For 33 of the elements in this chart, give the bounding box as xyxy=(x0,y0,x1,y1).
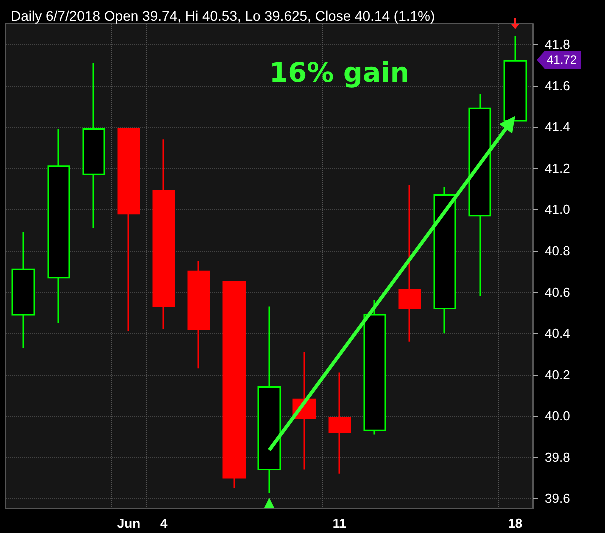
x-tick-label: 18 xyxy=(508,516,523,531)
x-tick-label: Jun xyxy=(117,516,141,531)
y-tick-label: 41.0 xyxy=(545,202,570,218)
y-tick-label: 39.8 xyxy=(545,450,570,465)
y-tick-label: 41.8 xyxy=(545,37,570,52)
y-tick-label: 41.4 xyxy=(545,120,570,135)
x-tick-label: 11 xyxy=(332,516,347,531)
y-tick-label: 40.4 xyxy=(545,326,570,342)
text: 41.72 xyxy=(537,51,582,70)
y-tick-label: 39.6 xyxy=(545,491,570,506)
candlestick xyxy=(118,128,140,332)
candlestick xyxy=(48,128,70,324)
candlestick xyxy=(222,281,246,490)
y-tick-label: 41.2 xyxy=(545,160,570,176)
chart-title: Daily 6/7/2018 Open 39.74, Hi 40.53, Lo 39.625, Close 40.14 (1.1%) xyxy=(11,8,436,24)
candlestick xyxy=(258,306,282,494)
candlestick xyxy=(188,260,210,370)
annotation: 16% gain xyxy=(270,58,410,89)
candlestick xyxy=(398,184,422,343)
candlestick xyxy=(12,232,36,349)
candlestick xyxy=(82,62,106,230)
y-tick-label: 40.2 xyxy=(545,367,570,382)
y-tick-label: 40.6 xyxy=(545,284,570,300)
candlestick xyxy=(152,138,176,330)
x-tick-label: 4 xyxy=(160,516,168,531)
y-tick-label: 41.6 xyxy=(545,78,570,94)
y-tick-label: 40.0 xyxy=(545,408,570,424)
candlestick xyxy=(504,36,528,122)
candlestick xyxy=(468,93,492,298)
candlestick xyxy=(434,186,456,334)
candlestick xyxy=(364,300,386,436)
candlestick xyxy=(328,372,352,475)
y-tick-label: 40.8 xyxy=(545,244,570,259)
